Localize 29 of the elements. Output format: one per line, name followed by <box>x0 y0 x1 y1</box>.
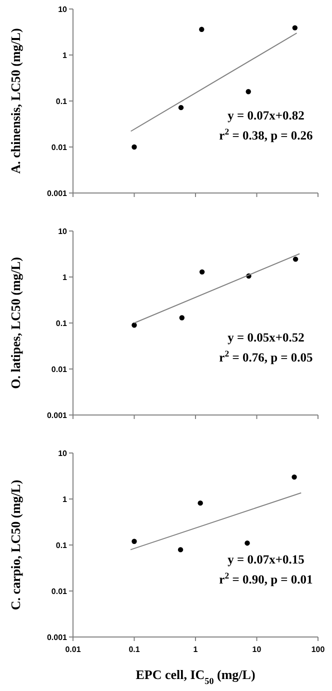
y-tick-label: 1 <box>62 272 68 282</box>
annotation: y = 0.05x+0.52 <box>228 330 304 344</box>
x-tick-label: 0.1 <box>128 645 140 654</box>
x-tick-label: 1 <box>193 645 198 654</box>
y-tick-label: 10 <box>58 448 68 458</box>
x-tick-label: 10 <box>252 645 262 654</box>
x-tick-label: 100 <box>311 645 326 654</box>
annotation: r$^{2}$ = 0.76, p = 0.05 <box>219 348 313 364</box>
y-tick-label: 10 <box>58 226 68 236</box>
y-axis-title: C. carpio, LC50 (mg/L) <box>8 480 23 610</box>
y-tick-label: 0.01 <box>51 586 68 596</box>
y-tick-label: 0.1 <box>56 540 68 550</box>
y-tick-label: 0.001 <box>46 188 68 198</box>
y-tick-label: 0.1 <box>56 318 68 328</box>
annotation: y = 0.07x+0.82 <box>228 108 304 122</box>
annotation: r$^{2}$ = 0.38, p = 0.26 <box>219 126 313 142</box>
y-tick-label: 0.01 <box>51 142 68 152</box>
annotation: y = 0.07x+0.15 <box>228 552 304 566</box>
y-tick-label: 0.001 <box>46 410 68 420</box>
y-tick-label: 0.01 <box>51 364 68 374</box>
y-tick-label: 1 <box>62 494 68 504</box>
y-axis-title: A. chinensis, LC50 (mg/L) <box>8 28 23 174</box>
y-axis-title: O. latipes, LC50 (mg/L) <box>8 257 23 389</box>
y-tick-label: 10 <box>58 4 68 14</box>
y-tick-label: 0.001 <box>46 632 68 642</box>
annotation: r$^{2}$ = 0.90, p = 0.01 <box>219 570 313 586</box>
y-tick-label: 1 <box>62 50 68 60</box>
y-tick-label: 0.1 <box>56 96 68 106</box>
x-axis-title: EPC cell, IC$_{50}$ (mg/L) <box>136 667 256 686</box>
